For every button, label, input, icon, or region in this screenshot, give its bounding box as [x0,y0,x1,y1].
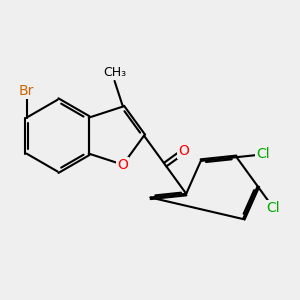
Text: O: O [178,144,189,158]
Text: Cl: Cl [267,201,280,215]
Text: O: O [117,158,128,172]
Text: CH₃: CH₃ [103,66,126,79]
Text: Br: Br [19,84,34,98]
Text: Cl: Cl [256,147,270,161]
